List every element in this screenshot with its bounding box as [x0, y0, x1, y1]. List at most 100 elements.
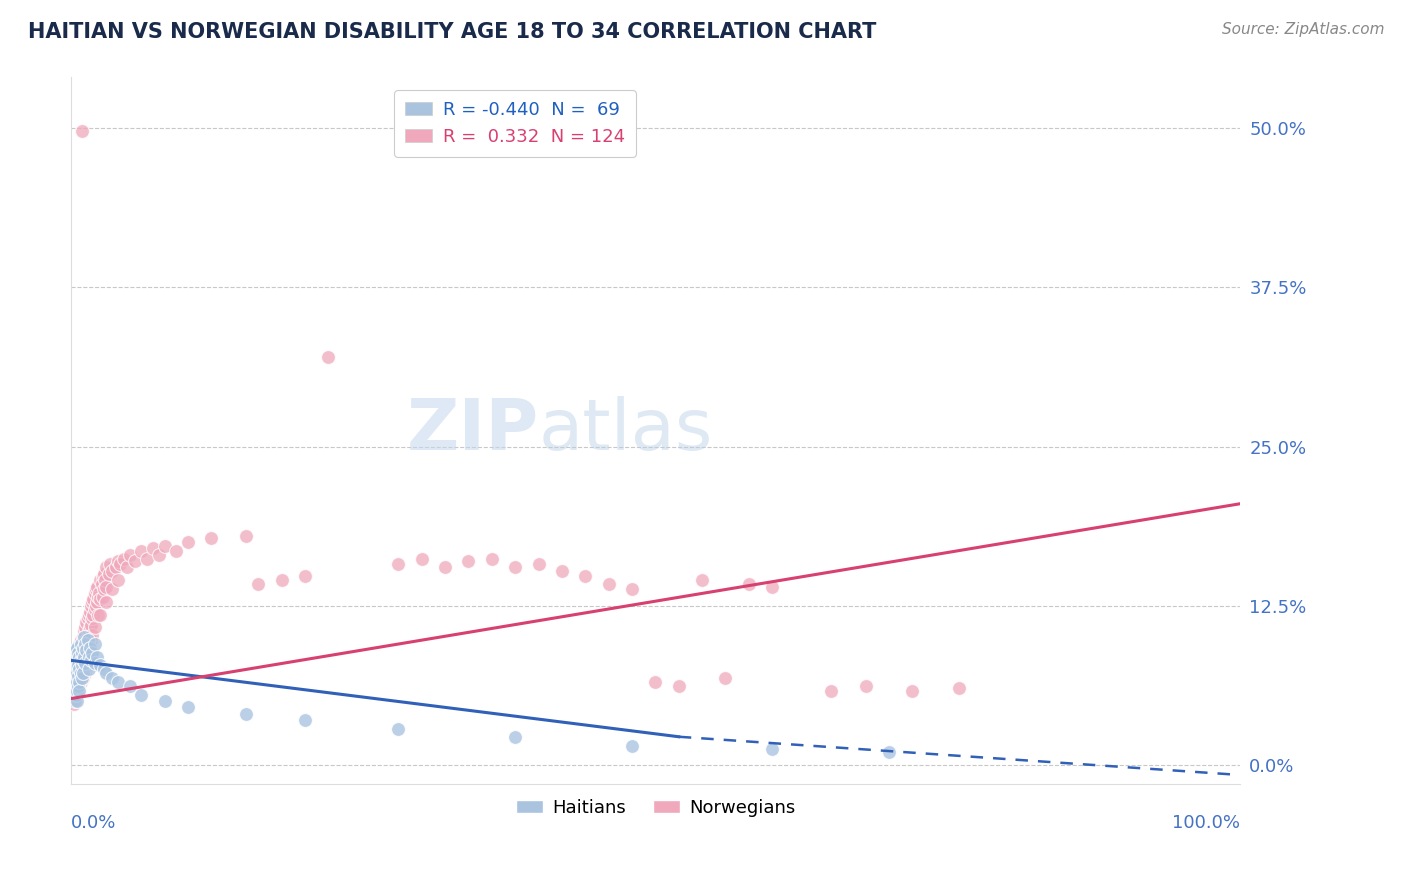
Point — [96, 595, 118, 609]
Point — [434, 560, 457, 574]
Point — [82, 646, 104, 660]
Point — [621, 739, 644, 753]
Point — [270, 573, 292, 587]
Point — [72, 631, 94, 645]
Point — [73, 624, 96, 639]
Point — [112, 551, 135, 566]
Point — [177, 535, 200, 549]
Point — [63, 675, 86, 690]
Point — [948, 681, 970, 696]
Point — [83, 602, 105, 616]
Point — [80, 599, 103, 613]
Point — [75, 637, 97, 651]
Point — [79, 640, 101, 655]
Point — [77, 658, 100, 673]
Point — [70, 658, 93, 673]
Point — [73, 649, 96, 664]
Point — [117, 560, 139, 574]
Point — [77, 624, 100, 639]
Point — [75, 637, 97, 651]
Text: HAITIAN VS NORWEGIAN DISABILITY AGE 18 TO 34 CORRELATION CHART: HAITIAN VS NORWEGIAN DISABILITY AGE 18 T… — [28, 22, 876, 42]
Point — [62, 688, 84, 702]
Point — [69, 662, 91, 676]
Point — [62, 666, 84, 681]
Point — [69, 649, 91, 664]
Point — [481, 551, 503, 566]
Point — [89, 573, 111, 587]
Point — [89, 607, 111, 622]
Point — [72, 671, 94, 685]
Point — [66, 675, 89, 690]
Point — [294, 569, 316, 583]
Point — [77, 607, 100, 622]
Point — [73, 656, 96, 670]
Point — [65, 668, 87, 682]
Point — [62, 697, 84, 711]
Point — [148, 548, 170, 562]
Point — [70, 671, 93, 685]
Point — [73, 631, 96, 645]
Point — [67, 679, 90, 693]
Point — [76, 633, 98, 648]
Point — [101, 564, 124, 578]
Point — [118, 679, 141, 693]
Point — [75, 653, 97, 667]
Point — [62, 675, 84, 690]
Point — [65, 684, 87, 698]
Point — [690, 573, 713, 587]
Point — [67, 675, 90, 690]
Text: 0.0%: 0.0% — [72, 814, 117, 832]
Point — [75, 656, 97, 670]
Point — [80, 653, 103, 667]
Point — [247, 577, 270, 591]
Point — [503, 730, 526, 744]
Point — [124, 554, 146, 568]
Point — [63, 684, 86, 698]
Point — [91, 590, 114, 604]
Point — [89, 586, 111, 600]
Point — [80, 633, 103, 648]
Point — [70, 646, 93, 660]
Point — [72, 666, 94, 681]
Point — [131, 688, 153, 702]
Point — [820, 684, 842, 698]
Point — [79, 620, 101, 634]
Point — [69, 666, 91, 681]
Point — [65, 643, 87, 657]
Point — [67, 653, 90, 667]
Point — [73, 643, 96, 657]
Point — [66, 649, 89, 664]
Point — [668, 679, 690, 693]
Point — [136, 551, 159, 566]
Point — [60, 694, 83, 708]
Point — [70, 124, 93, 138]
Point — [62, 681, 84, 696]
Point — [83, 637, 105, 651]
Point — [235, 706, 257, 721]
Point — [67, 668, 90, 682]
Point — [101, 582, 124, 596]
Point — [714, 671, 737, 685]
Point — [60, 671, 83, 685]
Point — [82, 646, 104, 660]
Point — [107, 573, 129, 587]
Point — [86, 580, 108, 594]
Point — [855, 679, 877, 693]
Point — [104, 560, 127, 574]
Point — [76, 611, 98, 625]
Point — [96, 580, 118, 594]
Point — [901, 684, 924, 698]
Point — [66, 694, 89, 708]
Point — [82, 607, 104, 622]
Point — [96, 560, 118, 574]
Point — [75, 649, 97, 664]
Text: Source: ZipAtlas.com: Source: ZipAtlas.com — [1222, 22, 1385, 37]
Point — [738, 577, 761, 591]
Point — [527, 557, 550, 571]
Point — [63, 691, 86, 706]
Point — [96, 666, 118, 681]
Point — [63, 679, 86, 693]
Point — [77, 640, 100, 655]
Point — [83, 656, 105, 670]
Point — [67, 662, 90, 676]
